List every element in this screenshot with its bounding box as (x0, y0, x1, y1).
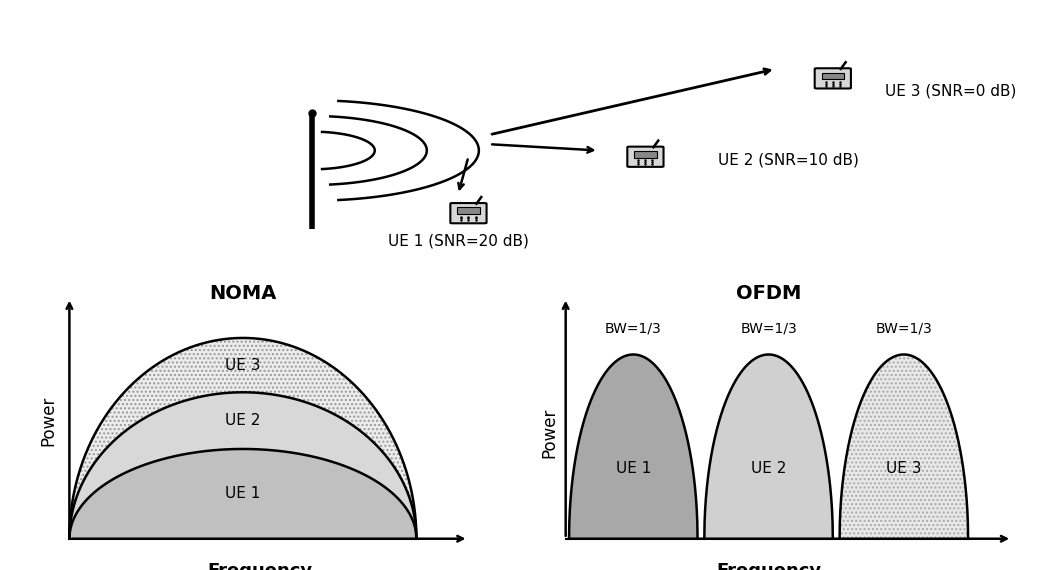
Text: BW=1/3: BW=1/3 (875, 321, 933, 336)
Text: NOMA: NOMA (209, 283, 277, 303)
Text: Power: Power (40, 396, 57, 446)
Text: BW=1/3: BW=1/3 (605, 321, 662, 336)
Text: UE 2 (SNR=10 dB): UE 2 (SNR=10 dB) (718, 152, 859, 168)
Text: UE 1 (SNR=20 dB): UE 1 (SNR=20 dB) (387, 234, 529, 249)
Text: UE 1: UE 1 (225, 486, 260, 502)
Text: Frequency: Frequency (716, 563, 821, 570)
Text: UE 2: UE 2 (225, 413, 260, 428)
Text: UE 1: UE 1 (615, 461, 651, 476)
Text: Power: Power (540, 407, 558, 458)
FancyBboxPatch shape (815, 68, 850, 88)
Text: OFDM: OFDM (736, 283, 802, 303)
Bar (634, 151, 657, 158)
FancyBboxPatch shape (451, 203, 486, 223)
Text: UE 2: UE 2 (751, 461, 786, 476)
Text: UE 3 (SNR=0 dB): UE 3 (SNR=0 dB) (885, 83, 1016, 99)
Bar (821, 73, 844, 79)
Text: Frequency: Frequency (208, 563, 312, 570)
Bar (457, 207, 480, 214)
Text: UE 3: UE 3 (225, 357, 260, 373)
FancyBboxPatch shape (628, 146, 663, 167)
Text: UE 3: UE 3 (886, 461, 921, 476)
Text: BW=1/3: BW=1/3 (740, 321, 797, 336)
